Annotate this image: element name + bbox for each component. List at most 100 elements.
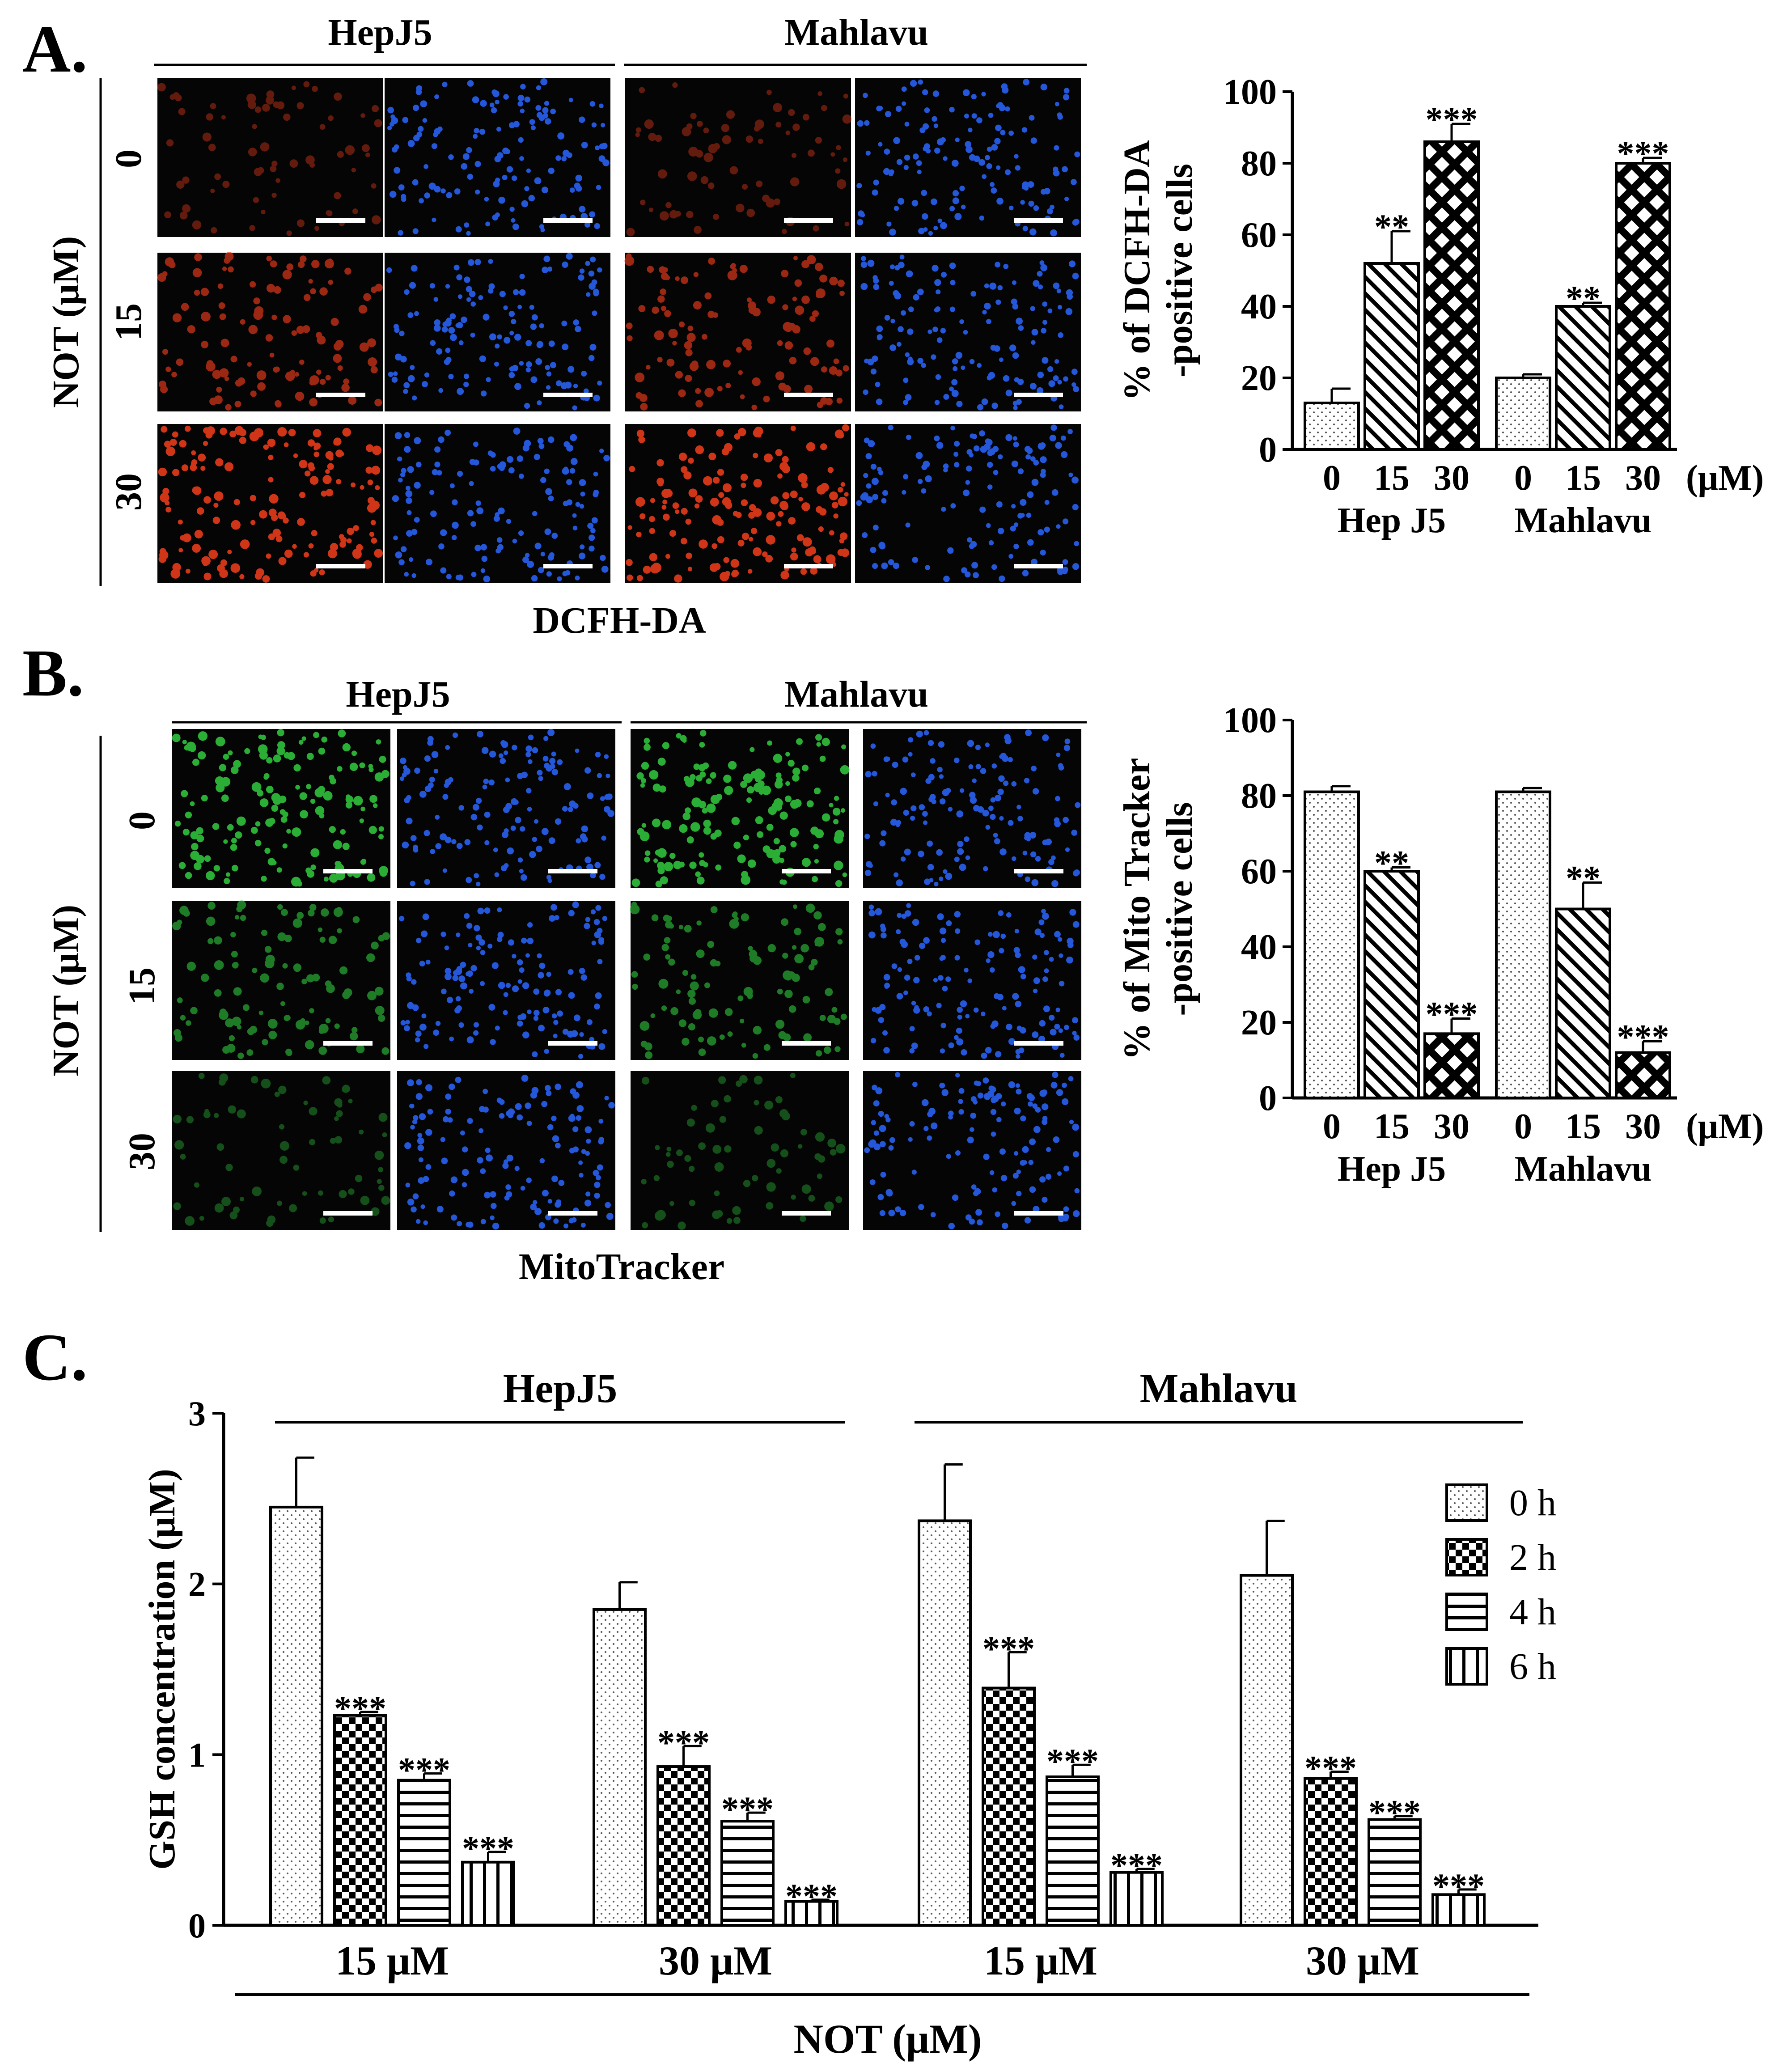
group-label: Mahlavu xyxy=(1515,1149,1652,1189)
panel-b-image-r2-c0 xyxy=(172,1071,390,1230)
image-background xyxy=(863,901,1081,1060)
scale-bar xyxy=(323,1041,373,1046)
scale-bar xyxy=(543,564,593,568)
significance-stars: *** xyxy=(1432,1866,1485,1905)
panel-a-image-r0-c0 xyxy=(157,78,383,237)
panel-b-header-hepj5: HepJ5 xyxy=(346,674,450,715)
panel-a-header-hepj5: HepJ5 xyxy=(328,12,432,53)
scale-bar xyxy=(784,393,833,397)
significance-stars: *** xyxy=(785,1877,838,1915)
y-tick-label: 100 xyxy=(1223,72,1277,112)
bar-hepj5-0 xyxy=(1304,402,1360,451)
legend-swatch xyxy=(1445,1593,1488,1631)
image-background xyxy=(157,78,383,237)
bar-0h-cat3 xyxy=(1240,1574,1294,1927)
significance-stars: *** xyxy=(334,1689,386,1728)
legend-swatch xyxy=(1445,1647,1488,1686)
panel-a-image-r0-c1 xyxy=(385,78,610,237)
panel-b-row-label-15: 15 xyxy=(121,967,163,1005)
x-tick-label: 30 xyxy=(1434,1107,1469,1146)
bar-mahlavu-15 xyxy=(1555,907,1611,1099)
scale-bar xyxy=(1014,393,1063,397)
scale-bar xyxy=(323,869,373,873)
scale-bar xyxy=(548,869,597,873)
y-tick-label: 80 xyxy=(1241,144,1277,183)
panel-a-image-r2-c1 xyxy=(385,424,610,583)
panel-c-letter: C. xyxy=(22,1320,88,1394)
cell-dots xyxy=(158,425,383,583)
image-background xyxy=(855,253,1081,411)
scale-bar xyxy=(1014,564,1063,568)
panel-a-caption: DCFH-DA xyxy=(533,600,706,641)
y-tick-label: 20 xyxy=(1241,359,1277,398)
scale-bar xyxy=(1014,869,1063,873)
scale-bar xyxy=(543,218,593,223)
image-background xyxy=(625,78,851,237)
scale-bar xyxy=(784,218,833,223)
bar-0h-cat1 xyxy=(593,1608,647,1927)
cell-dots xyxy=(172,900,390,1059)
cell-dots xyxy=(630,902,847,1059)
panel-b-chart: 0 20 40 60 80 100 % of Mito Tracker -positive c… xyxy=(1116,701,1764,1189)
significance-stars: ** xyxy=(1374,843,1409,882)
scale-bar xyxy=(316,393,365,397)
image-background xyxy=(397,1071,615,1230)
bar-6h-cat3 xyxy=(1431,1893,1486,1927)
x-tick-label: 15 xyxy=(1565,458,1601,498)
y-tick-label: 2 xyxy=(188,1565,206,1604)
cell-dots xyxy=(387,78,610,236)
x-tick-label: 15 xyxy=(1374,458,1410,498)
legend-label: 4 h xyxy=(1509,1591,1556,1633)
cell-dots xyxy=(641,1072,846,1230)
panel-a-image-r1-c0 xyxy=(157,252,383,411)
cell-group-label: HepJ5 xyxy=(503,1365,618,1411)
panel-a-row-axis-label: NOT (μM) xyxy=(45,236,87,408)
cell-dots xyxy=(626,424,850,583)
cell-dots xyxy=(868,903,1080,1059)
bar-hepj5-15 xyxy=(1364,262,1420,451)
panel-a-image-r1-c2 xyxy=(624,253,851,411)
bar-mahlavu-30 xyxy=(1615,162,1671,451)
panel-b-header-mahlavu: Mahlavu xyxy=(784,674,928,715)
scale-bar xyxy=(782,1041,831,1046)
y-axis-label: GSH concentration (μM) xyxy=(141,1469,183,1870)
bar-4h-cat2 xyxy=(1046,1775,1100,1927)
significance-stars: *** xyxy=(1304,1749,1357,1788)
cell-dots xyxy=(864,729,1081,887)
y-axis-label-line-0: % of Mito Tracker xyxy=(1116,758,1158,1060)
panel-b-image-r0-c0 xyxy=(172,729,390,888)
significance-stars: *** xyxy=(657,1723,710,1762)
significance-stars: ** xyxy=(1566,858,1601,897)
panel-b-row-label-30: 30 xyxy=(121,1133,163,1170)
cell-dots xyxy=(398,901,608,1059)
significance-stars: *** xyxy=(1426,100,1478,139)
bar-6h-cat2 xyxy=(1109,1871,1164,1927)
category-label: 30 μM xyxy=(659,1938,772,1983)
panel-b-image-r2-c3 xyxy=(863,1071,1081,1230)
x-tick-label: 30 xyxy=(1625,458,1661,498)
panel-b-image-r0-c3 xyxy=(863,729,1081,888)
panel-a-image-r0-c3 xyxy=(855,78,1081,237)
panel-b-row-label-0: 0 xyxy=(121,811,163,830)
legend-swatch xyxy=(1445,1483,1488,1522)
significance-stars: *** xyxy=(721,1789,774,1828)
y-tick-label: 60 xyxy=(1241,852,1277,891)
image-background xyxy=(172,1071,390,1230)
panel-b-letter: B. xyxy=(22,636,84,710)
significance-stars: *** xyxy=(1617,134,1669,173)
panel-a-letter: A. xyxy=(22,12,88,86)
panel-b-image-grid xyxy=(172,729,1081,1230)
x-unit-label: (μM) xyxy=(1686,1107,1764,1146)
scale-bar xyxy=(1014,1211,1063,1216)
cell-dots xyxy=(157,252,383,411)
cell-dots xyxy=(399,729,614,887)
bar-mahlavu-0 xyxy=(1495,377,1551,451)
y-tick-label: 20 xyxy=(1241,1003,1277,1042)
x-axis-label: NOT (μM) xyxy=(794,2016,982,2062)
cell-dots xyxy=(856,79,1080,237)
significance-stars: *** xyxy=(1426,995,1478,1034)
y-tick-label: 0 xyxy=(1259,430,1277,470)
cell-dots xyxy=(864,1072,1080,1229)
scale-bar xyxy=(548,1211,597,1216)
